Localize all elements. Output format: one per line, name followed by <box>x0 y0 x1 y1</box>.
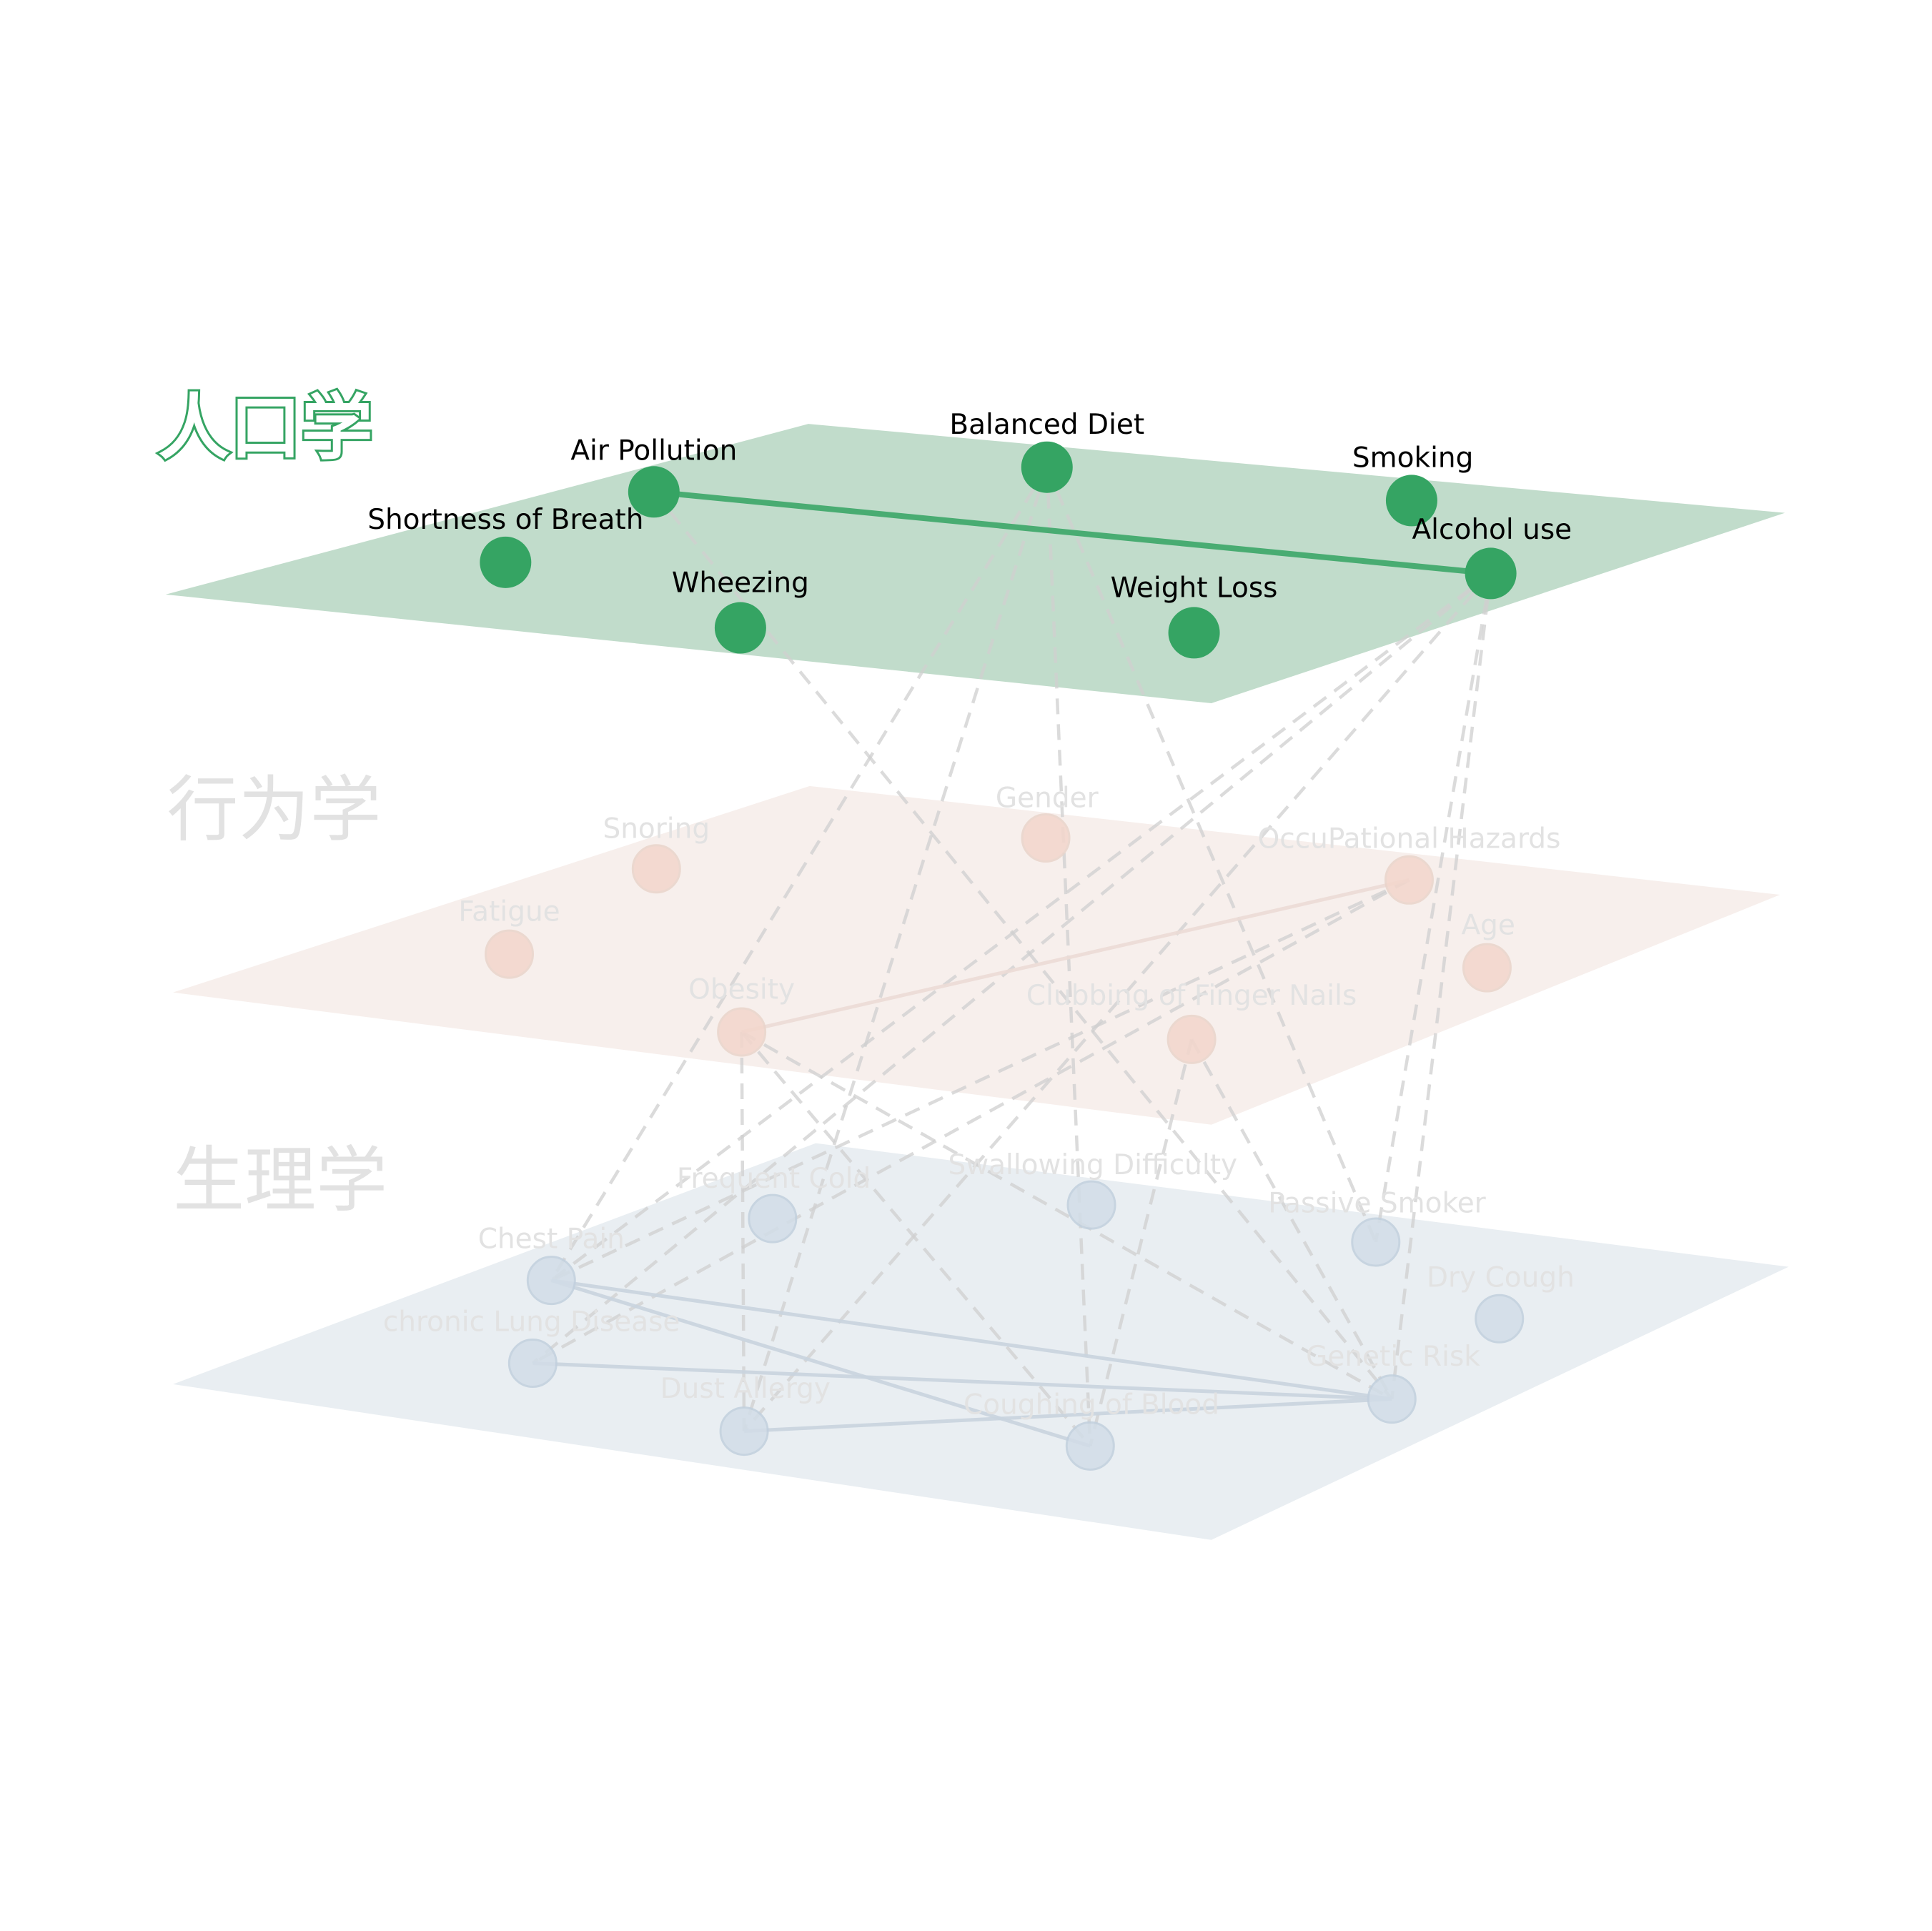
node-label-genetic-risk: Genetic Risk <box>1306 1341 1480 1373</box>
node-age[interactable] <box>1462 943 1512 993</box>
edge-chest-pain-to-genetic-risk <box>550 1279 1392 1401</box>
node-label-frequent-cold: Frequent Cold <box>677 1163 871 1195</box>
interlayer-edge-balanced-diet-to-dust-allergy <box>742 467 1049 1432</box>
node-air-pollution[interactable] <box>628 466 680 518</box>
node-snoring[interactable] <box>631 844 681 894</box>
interlayer-edge-alcohol-use-to-genetic-risk <box>1390 573 1492 1399</box>
node-genetic-risk[interactable] <box>1367 1374 1417 1424</box>
plane-demographics <box>165 424 1785 704</box>
interlayer-edge-balanced-diet-to-passive-smoker <box>1045 466 1377 1243</box>
node-balanced-diet[interactable] <box>1021 441 1073 493</box>
node-wheezing[interactable] <box>714 602 766 654</box>
node-alcohol-use[interactable] <box>1465 547 1517 600</box>
intralayer-edges <box>532 489 1492 1448</box>
node-label-alcohol-use: Alcohol use <box>1412 514 1572 546</box>
node-label-gender: Gender <box>996 782 1099 814</box>
node-label-air-pollution: Air Pollution <box>570 435 737 467</box>
node-label-snoring: Snoring <box>603 813 710 845</box>
interlayer-edge-obesity-to-dust-allergy <box>740 1032 746 1431</box>
node-obesity[interactable] <box>717 1007 767 1057</box>
node-chronic-lung-disease[interactable] <box>507 1338 558 1388</box>
node-shortness-of-breath[interactable] <box>480 536 532 588</box>
edge-obesity-to-occupational-hazards <box>741 878 1410 1034</box>
layer-title-physiology[interactable]: 生理学 <box>173 1138 387 1222</box>
node-dust-allergy[interactable] <box>719 1406 769 1456</box>
node-label-obesity: Obesity <box>688 973 795 1006</box>
node-gender[interactable] <box>1021 813 1071 863</box>
node-label-age: Age <box>1461 909 1515 941</box>
interlayer-edge-alcohol-use-to-dust-allergy <box>743 572 1492 1433</box>
layer-planes <box>165 424 1789 1540</box>
node-coughing-of-blood[interactable] <box>1065 1421 1115 1471</box>
node-clubbing[interactable] <box>1166 1014 1217 1064</box>
node-label-fatigue: Fatigue <box>458 895 560 928</box>
node-label-clubbing: Clubbing of Finger Nails <box>1026 980 1357 1012</box>
interlayer-edge-occupational-hazards-to-chronic-lung-disease <box>532 878 1410 1365</box>
node-label-chest-pain: Chest Pain <box>478 1223 625 1256</box>
node-label-weight-loss: Weight Loss <box>1111 572 1278 604</box>
interlayer-edge-air-pollution-to-genetic-risk <box>653 490 1394 1401</box>
interlayer-edge-obesity-to-coughing-of-blood <box>740 1031 1092 1447</box>
interlayer-edge-clubbing-to-genetic-risk <box>1190 1038 1394 1400</box>
interlayer-edge-alcohol-use-to-chest-pain <box>550 572 1492 1282</box>
node-passive-smoker[interactable] <box>1351 1217 1401 1267</box>
interlayer-edge-alcohol-use-to-passive-smoker <box>1374 573 1492 1243</box>
node-weight-loss[interactable] <box>1168 607 1220 659</box>
node-label-swallowing-difficulty: Swallowing Difficulty <box>948 1149 1237 1181</box>
node-chest-pain[interactable] <box>526 1256 576 1306</box>
node-label-coughing-of-blood: Coughing of Blood <box>963 1389 1219 1421</box>
interlayer-edge-balanced-diet-to-chest-pain <box>550 466 1049 1281</box>
node-frequent-cold[interactable] <box>748 1193 798 1244</box>
node-label-shortness-of-breath: Shortness of Breath <box>367 504 643 536</box>
node-fatigue[interactable] <box>484 929 534 979</box>
edge-air-pollution-to-alcohol-use <box>653 489 1492 577</box>
layer-title-demographics[interactable]: 人口学 <box>156 384 375 472</box>
node-label-smoking: Smoking <box>1352 442 1474 475</box>
edge-dust-allergy-to-genetic-risk <box>743 1397 1392 1434</box>
node-occupational-hazards[interactable] <box>1384 855 1434 905</box>
interlayer-edge-occupational-hazards-to-chest-pain <box>550 878 1410 1282</box>
node-labels: Air Pollution Balanced Diet Smoking Shortne… <box>367 409 1575 1421</box>
node-dry-cough[interactable] <box>1475 1294 1525 1344</box>
plane-behavior <box>173 785 1780 1125</box>
node-label-dust-allergy: Dust Allergy <box>660 1373 831 1405</box>
node-label-occupational-hazards: OccuPational Hazards <box>1258 823 1561 855</box>
node-label-dry-cough: Dry Cough <box>1427 1261 1575 1294</box>
node-label-balanced-diet: Balanced Diet <box>949 409 1144 441</box>
interlayer-edge-alcohol-use-to-chronic-lung-disease <box>531 572 1492 1365</box>
node-swallowing-difficulty[interactable] <box>1066 1180 1116 1230</box>
network-nodes <box>480 441 1525 1471</box>
edge-chronic-lung-disease-to-genetic-risk <box>532 1361 1392 1401</box>
interlayer-edge-obesity-to-genetic-risk <box>740 1031 1393 1401</box>
node-label-chronic-lung-disease: chronic Lung Disease <box>383 1306 680 1339</box>
layer-title-behavior[interactable]: 行为学 <box>167 768 381 851</box>
node-label-wheezing: Wheezing <box>672 567 809 599</box>
node-smoking[interactable] <box>1385 475 1437 527</box>
interlayer-edge-clubbing-to-coughing-of-blood <box>1089 1038 1194 1446</box>
node-label-passive-smoker: Passive Smoker <box>1268 1188 1486 1220</box>
